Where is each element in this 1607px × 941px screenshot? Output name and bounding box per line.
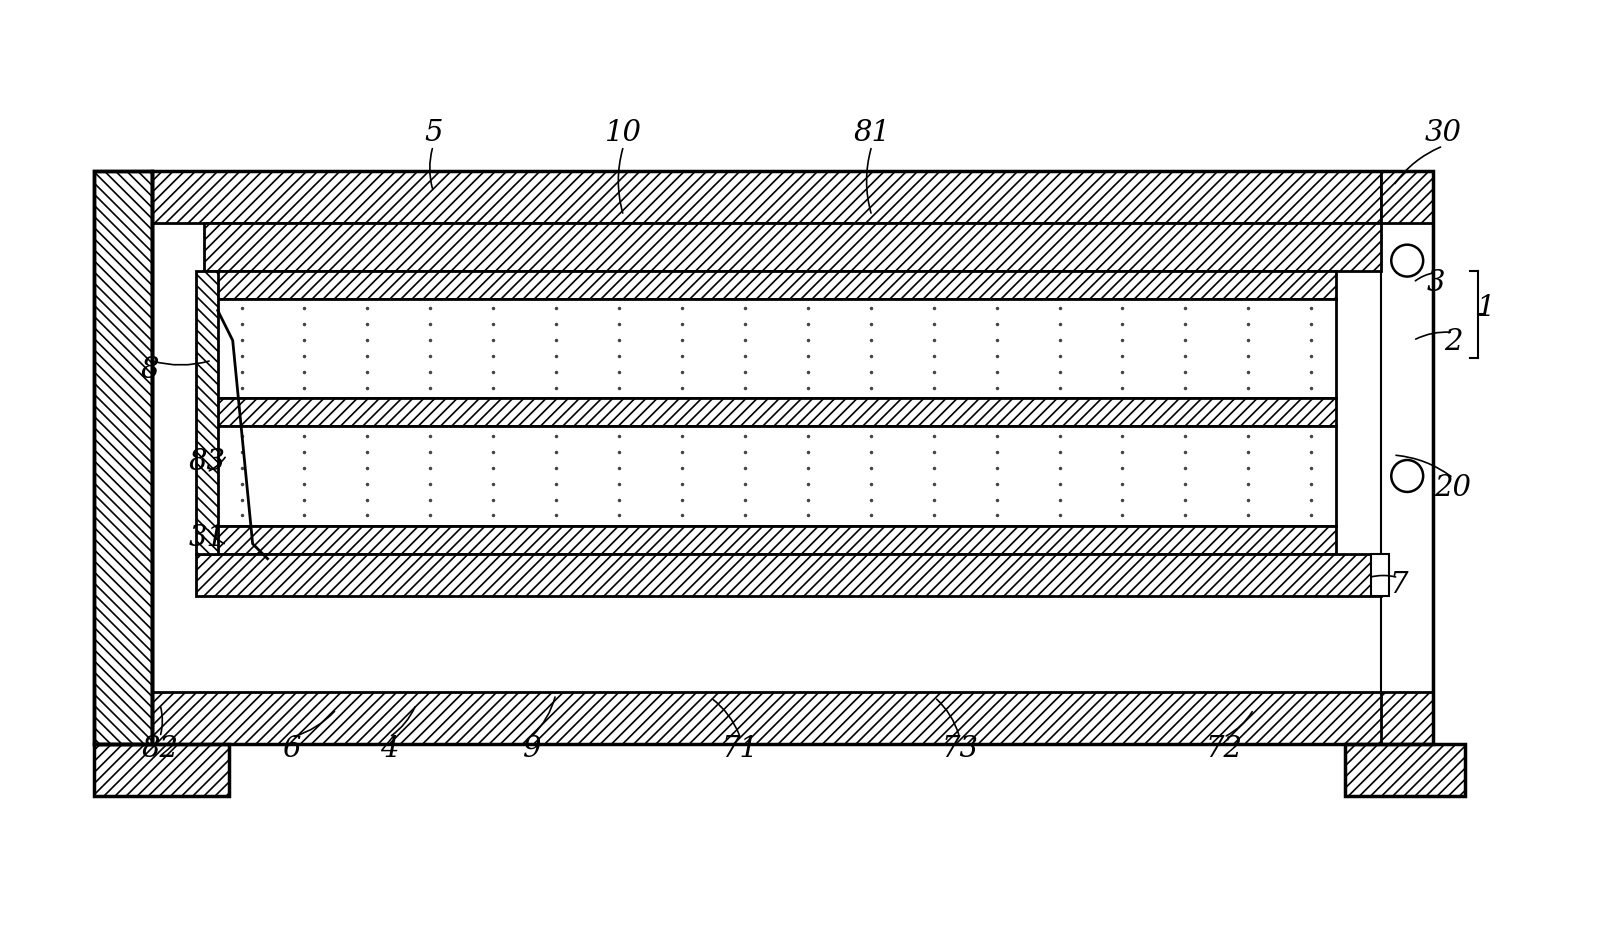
FancyBboxPatch shape	[204, 271, 1335, 298]
Bar	[95, 744, 228, 796]
Text: 1: 1	[1475, 295, 1495, 323]
Text: 7: 7	[1388, 570, 1406, 598]
Bar	[1380, 223, 1432, 694]
Bar	[95, 171, 151, 744]
Text: 20: 20	[1433, 474, 1470, 502]
Circle shape	[1390, 460, 1422, 492]
FancyBboxPatch shape	[204, 526, 1335, 553]
FancyBboxPatch shape	[1345, 744, 1464, 796]
FancyBboxPatch shape	[95, 171, 151, 744]
FancyBboxPatch shape	[204, 398, 1335, 426]
Text: 83: 83	[188, 448, 225, 476]
Text: 3: 3	[1425, 268, 1445, 296]
Text: 71: 71	[722, 735, 759, 763]
Text: 10: 10	[604, 119, 641, 147]
FancyBboxPatch shape	[204, 223, 1380, 271]
Bar	[204, 298, 1335, 398]
Text: 4: 4	[379, 735, 399, 763]
Bar	[1371, 553, 1388, 596]
FancyBboxPatch shape	[196, 553, 1380, 596]
Text: 81: 81	[853, 119, 890, 147]
FancyBboxPatch shape	[151, 171, 1432, 223]
Text: 30: 30	[1424, 119, 1461, 147]
FancyBboxPatch shape	[1380, 171, 1432, 744]
FancyBboxPatch shape	[1380, 171, 1432, 223]
Text: 72: 72	[1205, 735, 1242, 763]
Text: 8: 8	[140, 357, 159, 384]
FancyBboxPatch shape	[151, 693, 1432, 744]
Circle shape	[1390, 245, 1422, 277]
Bar	[151, 171, 1432, 744]
Text: 82: 82	[141, 735, 178, 763]
Bar	[1380, 223, 1429, 696]
FancyBboxPatch shape	[1380, 693, 1432, 744]
FancyBboxPatch shape	[196, 271, 217, 553]
FancyBboxPatch shape	[95, 744, 228, 796]
Text: 2: 2	[1443, 328, 1461, 357]
Text: 6: 6	[283, 735, 301, 763]
Bar	[95, 171, 151, 744]
Text: 31: 31	[188, 524, 225, 551]
Text: 5: 5	[424, 119, 442, 147]
Bar	[1345, 744, 1464, 796]
Bar	[204, 426, 1335, 526]
Text: 73: 73	[940, 735, 977, 763]
Text: 9: 9	[521, 735, 540, 763]
